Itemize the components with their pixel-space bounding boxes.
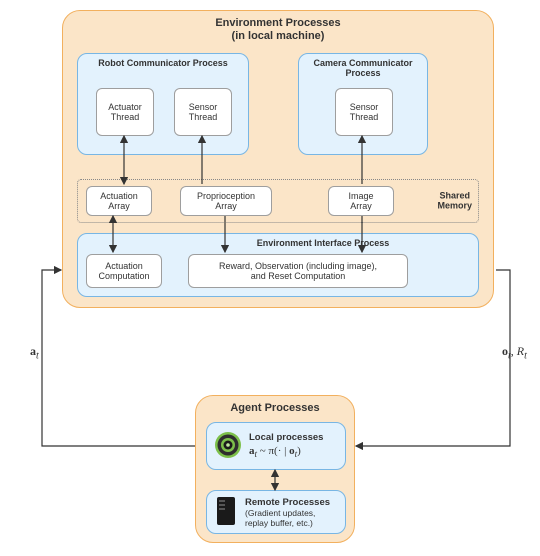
local-processes-title: Local processes [249, 432, 341, 443]
actuation-array-label: Actuation Array [100, 191, 138, 212]
remote-processes-box: Remote Processes (Gradient updates, repl… [206, 490, 346, 534]
remote-processes-title: Remote Processes [245, 497, 341, 508]
reward-computation-box: Reward, Observation (including image), a… [188, 254, 408, 288]
remote-processes-sub: (Gradient updates, replay buffer, etc.) [245, 508, 341, 528]
robot-communicator-process: Robot Communicator Process Actuator Thre… [77, 53, 249, 155]
sensor-thread-box-2: Sensor Thread [335, 88, 393, 136]
local-processes-formula: at ~ π(· | ot) [249, 445, 341, 459]
environment-processes-box: Environment Processes (in local machine)… [62, 10, 494, 308]
proprioception-array-box: Proprioception Array [180, 186, 272, 216]
image-array-box: Image Array [328, 186, 394, 216]
shared-memory-region: Actuation Array Proprioception Array Ima… [77, 179, 479, 223]
sensor-thread-box: Sensor Thread [174, 88, 232, 136]
env-title-line2: (in local machine) [232, 30, 325, 42]
right-label: ot, Rt [502, 344, 527, 361]
sensor-thread-label-2: Sensor Thread [350, 102, 379, 123]
actuator-thread-label: Actuator Thread [108, 102, 142, 123]
shared-memory-label: Shared Memory [437, 191, 472, 212]
env-title-line1: Environment Processes [215, 17, 340, 29]
proprioception-array-label: Proprioception Array [197, 191, 255, 212]
camera-communicator-process: Camera Communicator Process Sensor Threa… [298, 53, 428, 155]
cam-comm-title: Camera Communicator Process [299, 58, 427, 79]
agent-processes-box: Agent Processes Local processes at ~ π(·… [195, 395, 355, 543]
env-interface-title: Environment Interface Process [168, 238, 478, 248]
actuation-computation-box: Actuation Computation [86, 254, 162, 288]
image-array-label: Image Array [348, 191, 373, 212]
environment-interface-process: Environment Interface Process Actuation … [77, 233, 479, 297]
robot-comm-title: Robot Communicator Process [78, 58, 248, 68]
actuator-thread-box: Actuator Thread [96, 88, 154, 136]
agent-title: Agent Processes [196, 402, 354, 414]
environment-title: Environment Processes (in local machine) [63, 17, 493, 43]
actuation-array-box: Actuation Array [86, 186, 152, 216]
tower-icon [211, 495, 241, 530]
reward-computation-label: Reward, Observation (including image), a… [219, 261, 377, 282]
local-processes-box: Local processes at ~ π(· | ot) [206, 422, 346, 470]
roomba-icon [211, 430, 245, 463]
left-label: at [30, 344, 39, 361]
actuation-computation-label: Actuation Computation [98, 261, 149, 282]
sensor-thread-label: Sensor Thread [189, 102, 218, 123]
